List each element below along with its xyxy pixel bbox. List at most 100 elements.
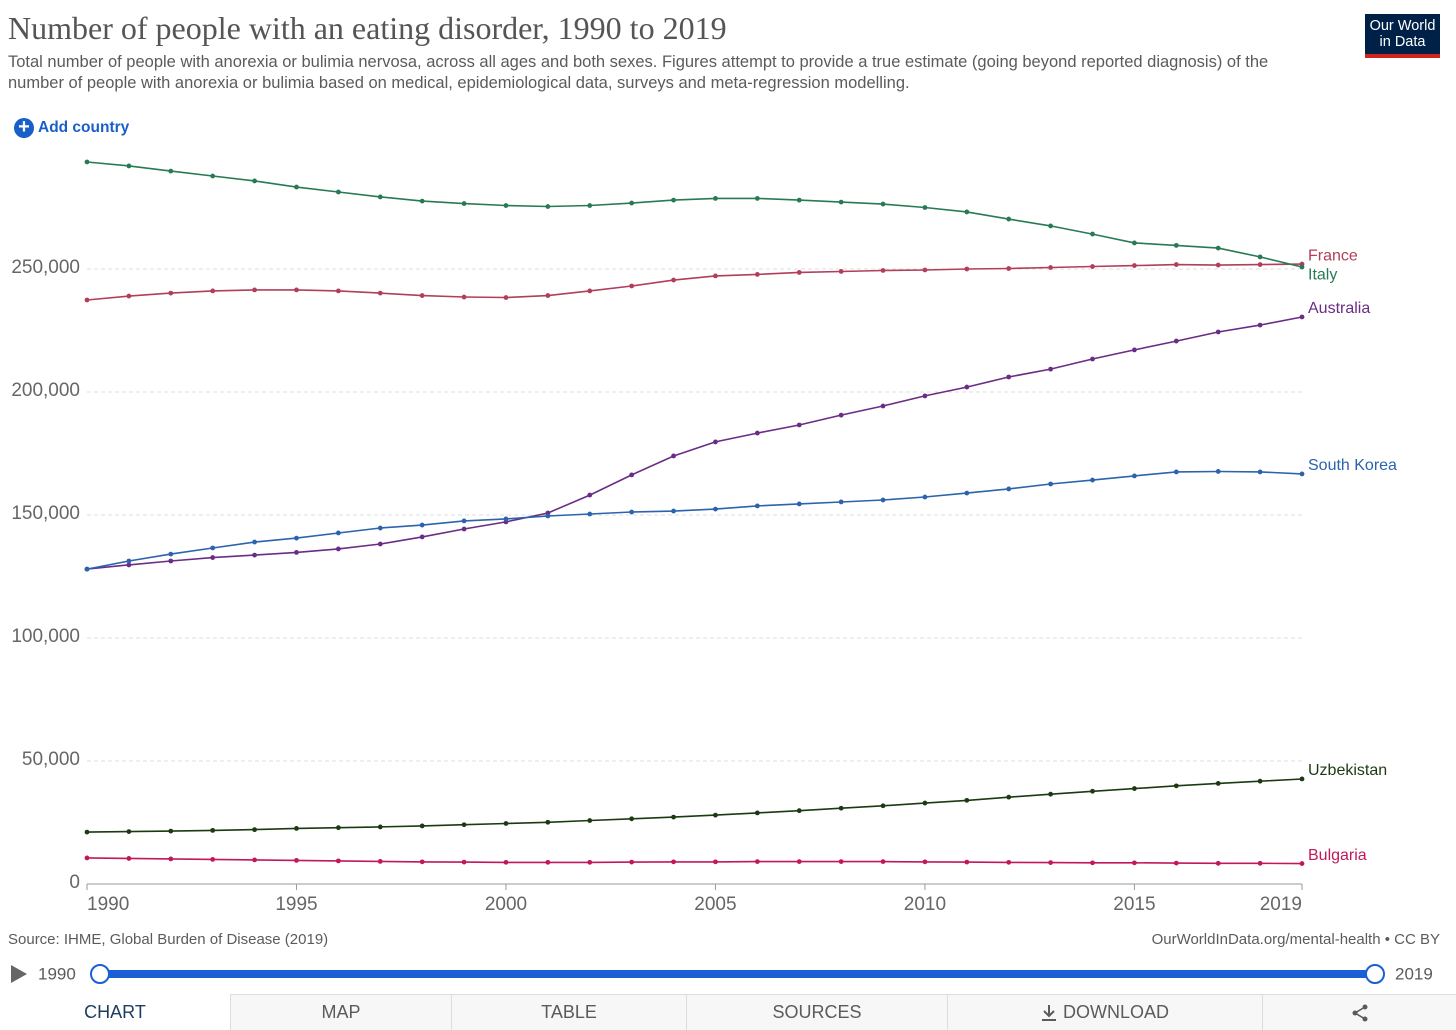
data-point bbox=[84, 297, 90, 303]
data-point bbox=[1132, 263, 1137, 268]
data-point bbox=[503, 516, 509, 522]
data-point bbox=[1090, 264, 1095, 269]
data-point bbox=[461, 822, 467, 828]
data-point bbox=[1132, 786, 1137, 791]
data-point bbox=[880, 201, 886, 207]
data-point bbox=[1132, 473, 1137, 479]
data-point bbox=[252, 287, 257, 293]
data-point bbox=[1299, 471, 1305, 477]
data-point bbox=[294, 535, 299, 541]
data-point bbox=[1299, 314, 1305, 320]
data-point bbox=[1006, 374, 1012, 380]
data-point bbox=[587, 288, 593, 294]
add-country-label: Add country bbox=[38, 119, 130, 136]
data-point bbox=[922, 494, 928, 500]
y-tick-label: 100,000 bbox=[11, 626, 80, 647]
tab[interactable]: DOWNLOAD bbox=[947, 994, 1262, 1030]
data-point bbox=[294, 184, 299, 190]
tab-bar: CHART MAP TABLE SOURCES DOWNLOAD bbox=[0, 994, 1456, 1030]
data-point bbox=[461, 294, 467, 300]
data-point bbox=[1257, 860, 1263, 866]
data-point bbox=[545, 513, 551, 519]
tab[interactable]: MAP bbox=[230, 994, 451, 1030]
data-point bbox=[503, 859, 509, 865]
data-point bbox=[335, 546, 341, 552]
data-point bbox=[461, 859, 467, 865]
data-point bbox=[126, 829, 132, 835]
data-point bbox=[1132, 240, 1137, 246]
data-point bbox=[126, 558, 132, 564]
data-point bbox=[880, 403, 886, 409]
data-point bbox=[1048, 481, 1054, 487]
data-point bbox=[126, 163, 132, 169]
data-point bbox=[1257, 778, 1263, 784]
data-point bbox=[629, 816, 635, 822]
data-point bbox=[754, 272, 760, 277]
tab[interactable]: CHART bbox=[0, 994, 230, 1030]
x-tick-label: 1990 bbox=[87, 894, 129, 915]
add-country-button[interactable]: + Add country bbox=[14, 117, 130, 138]
data-point bbox=[671, 277, 676, 283]
data-point bbox=[1090, 356, 1095, 362]
data-point bbox=[335, 288, 341, 294]
data-point bbox=[671, 859, 676, 865]
data-point bbox=[964, 266, 970, 272]
data-point bbox=[335, 530, 341, 536]
timeline-handle[interactable] bbox=[90, 964, 110, 984]
data-point bbox=[210, 555, 216, 560]
data-point bbox=[168, 828, 174, 834]
x-tick-label: 2015 bbox=[1113, 894, 1155, 915]
data-point bbox=[335, 825, 341, 831]
data-point bbox=[1048, 860, 1054, 865]
data-point bbox=[84, 159, 90, 165]
data-point bbox=[1257, 262, 1263, 267]
y-tick-label: 250,000 bbox=[11, 257, 80, 278]
chart: 0 50,000 100,000 150,000 200,000 250,000 1990 1… bbox=[11, 159, 1433, 984]
data-point bbox=[880, 497, 886, 503]
chart-subtitle: Total number of people with anorexia or … bbox=[8, 53, 1269, 92]
data-point bbox=[377, 194, 383, 200]
data-point bbox=[1257, 254, 1263, 260]
data-point bbox=[629, 472, 635, 478]
data-point bbox=[210, 857, 216, 862]
tab[interactable]: SOURCES bbox=[686, 994, 947, 1030]
data-point bbox=[294, 549, 299, 555]
data-point bbox=[419, 522, 425, 528]
share-tab[interactable] bbox=[1262, 994, 1456, 1030]
data-point bbox=[964, 384, 970, 390]
data-point bbox=[838, 499, 844, 505]
tab-label: MAP bbox=[321, 1002, 361, 1022]
data-point bbox=[1048, 265, 1054, 270]
tab[interactable]: TABLE bbox=[451, 994, 686, 1030]
data-point bbox=[84, 855, 90, 861]
data-point bbox=[587, 818, 593, 823]
data-point bbox=[1006, 859, 1012, 865]
x-tick-label: 2005 bbox=[694, 894, 736, 915]
data-point bbox=[545, 819, 551, 825]
data-point bbox=[1215, 329, 1221, 335]
y-tick-label: 200,000 bbox=[11, 380, 80, 401]
share-icon bbox=[1352, 1004, 1367, 1021]
data-point bbox=[1173, 783, 1179, 789]
data-point bbox=[419, 859, 425, 865]
data-point bbox=[335, 189, 341, 195]
data-point bbox=[1215, 469, 1221, 474]
data-point bbox=[168, 290, 174, 296]
source-link[interactable]: OurWorldInData.org/mental-health • CC BY bbox=[1151, 931, 1440, 948]
play-button[interactable] bbox=[11, 965, 27, 983]
data-point bbox=[210, 545, 216, 551]
data-point bbox=[838, 199, 844, 205]
data-point bbox=[671, 814, 676, 820]
data-point bbox=[796, 808, 802, 814]
series-label: France bbox=[1308, 247, 1358, 264]
data-point bbox=[1132, 347, 1137, 353]
logo[interactable]: Our World in Data bbox=[1365, 14, 1440, 58]
data-point bbox=[922, 393, 928, 399]
data-point bbox=[419, 534, 425, 540]
data-point bbox=[964, 859, 970, 865]
data-point bbox=[1132, 860, 1137, 866]
timeline-handle[interactable] bbox=[1365, 964, 1385, 984]
data-point bbox=[252, 552, 257, 558]
data-point bbox=[1006, 486, 1012, 492]
data-point bbox=[796, 197, 802, 203]
